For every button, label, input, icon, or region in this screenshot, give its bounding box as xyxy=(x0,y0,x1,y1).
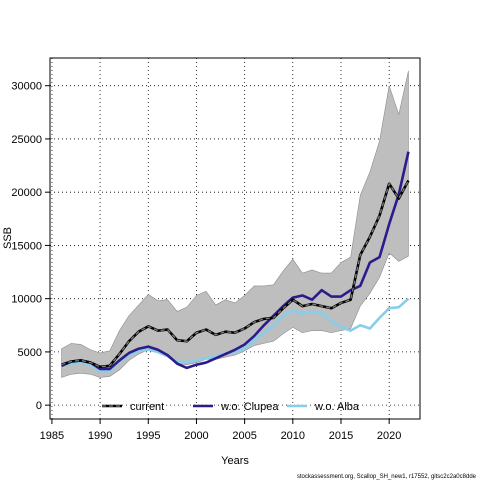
y-axis: 0 5000 10000 15000 20000 25000 30000 xyxy=(11,81,50,412)
x-tick-label: 1990 xyxy=(88,430,112,442)
legend-label: w.o. Clupea xyxy=(220,401,279,413)
x-tick-label: 2005 xyxy=(232,430,256,442)
legend: current w.o. Clupea w.o. Alba xyxy=(102,401,360,413)
y-axis-title: SSB xyxy=(2,227,14,249)
y-tick-label: 15000 xyxy=(11,240,42,252)
series-line xyxy=(61,151,410,371)
footer-text: stockassessment.org, Scallop_SH_new1, r1… xyxy=(297,474,477,480)
y-tick-label: 25000 xyxy=(11,134,42,146)
y-tick-label: 5000 xyxy=(18,347,42,359)
legend-label: current xyxy=(130,401,164,413)
series-line-dash xyxy=(61,180,410,368)
x-tick-label: 1995 xyxy=(136,430,160,442)
x-tick-label: 2010 xyxy=(281,430,305,442)
x-tick-label: 2000 xyxy=(184,430,208,442)
x-tick-label: 1985 xyxy=(40,430,64,442)
y-tick-label: 30000 xyxy=(11,81,42,93)
x-tick-label: 2015 xyxy=(329,430,353,442)
x-axis-title: Years xyxy=(221,455,249,467)
legend-label: w.o. Alba xyxy=(314,401,360,413)
y-tick-label: 20000 xyxy=(11,187,42,199)
x-tick-label: 2020 xyxy=(377,430,401,442)
y-tick-label: 10000 xyxy=(11,294,42,306)
y-tick-label: 0 xyxy=(36,400,42,412)
series-lines xyxy=(61,151,410,373)
x-axis: 1985 1990 1995 2000 2005 2010 2015 2020 xyxy=(40,418,401,442)
